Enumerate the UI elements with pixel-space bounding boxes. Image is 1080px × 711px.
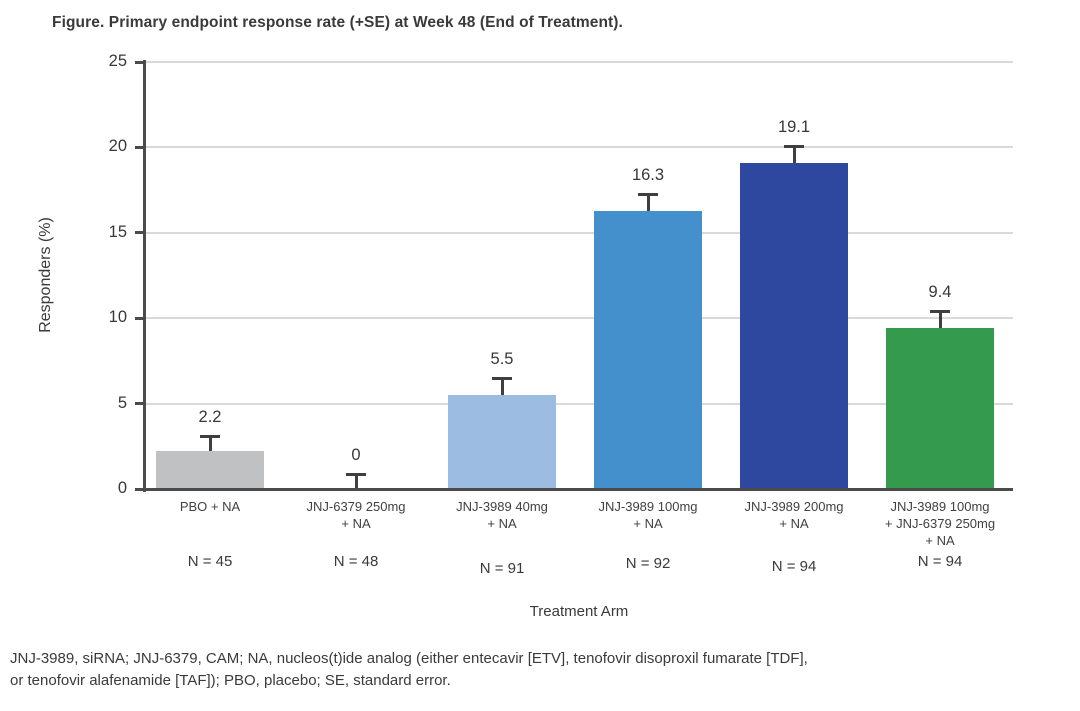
bar bbox=[156, 451, 264, 488]
error-bar-cap bbox=[346, 473, 366, 477]
n-count-label: N = 91 bbox=[479, 560, 525, 577]
figure-title: Figure. Primary endpoint response rate (… bbox=[52, 14, 623, 31]
error-bar-stem bbox=[208, 436, 212, 452]
y-tick-label: 20 bbox=[108, 137, 127, 156]
x-tick-label: JNJ-3989 40mg + NA bbox=[422, 498, 582, 532]
error-bar-cap bbox=[200, 435, 220, 439]
x-tick-label-line: PBO + NA bbox=[179, 499, 241, 514]
bar-value-label: 5.5 bbox=[490, 349, 514, 368]
y-axis-tick bbox=[135, 60, 145, 64]
y-axis-tick bbox=[135, 487, 145, 491]
y-axis-tick bbox=[135, 402, 145, 406]
bar bbox=[740, 162, 848, 488]
n-count-label: N = 94 bbox=[917, 553, 963, 570]
x-tick-label-line: + NA bbox=[633, 516, 663, 531]
x-tick-label-line: JNJ-3989 100mg bbox=[598, 499, 698, 514]
gridline bbox=[145, 231, 1013, 234]
error-bar-cap bbox=[784, 144, 804, 148]
x-tick-label-line: + JNJ-6379 250mg bbox=[884, 516, 996, 531]
bar bbox=[886, 328, 994, 488]
bar-value-label: 0 bbox=[351, 446, 361, 465]
x-tick-label-line: JNJ-3989 40mg bbox=[456, 499, 548, 514]
footnote-line-1: JNJ-3989, siRNA; JNJ-6379, CAM; NA, nucl… bbox=[10, 650, 808, 667]
footnote-line-2: or tenofovir alafenamide [TAF]); PBO, pl… bbox=[10, 672, 451, 689]
n-count-label: N = 45 bbox=[187, 553, 233, 570]
y-axis-label: Responders (%) bbox=[37, 217, 54, 333]
gridline bbox=[145, 61, 1013, 63]
y-tick-label: 5 bbox=[117, 393, 127, 412]
x-tick-label-line: + NA bbox=[341, 516, 371, 531]
x-axis-label: Treatment Arm bbox=[529, 603, 629, 620]
error-bar-cap bbox=[492, 376, 512, 380]
gridline bbox=[145, 146, 1013, 149]
x-tick-label: JNJ-3989 100mg + NA bbox=[568, 498, 728, 532]
gridline bbox=[145, 317, 1013, 320]
x-tick-label-line: JNJ-3989 200mg bbox=[744, 499, 844, 514]
error-bar-stem bbox=[938, 311, 942, 329]
bar-value-label: 19.1 bbox=[777, 117, 811, 136]
bar-value-label: 16.3 bbox=[631, 165, 665, 184]
x-tick-label: JNJ-3989 100mg + JNJ-6379 250mg + NA bbox=[860, 498, 1020, 549]
x-tick-label-line: JNJ-6379 250mg bbox=[306, 499, 406, 514]
n-count-label: N = 92 bbox=[625, 555, 671, 572]
bar bbox=[594, 210, 702, 488]
y-axis-line bbox=[143, 60, 146, 492]
x-tick-label-line: + NA bbox=[779, 516, 809, 531]
y-tick-label: 10 bbox=[108, 308, 127, 327]
n-count-label: N = 48 bbox=[333, 553, 379, 570]
y-axis-tick bbox=[135, 145, 145, 149]
n-count-label: N = 94 bbox=[771, 558, 817, 575]
error-bar-stem bbox=[646, 193, 650, 211]
gridline bbox=[145, 402, 1013, 405]
x-tick-label-line: JNJ-3989 100mg bbox=[890, 499, 990, 514]
x-axis-line bbox=[143, 487, 1013, 491]
y-tick-label: 15 bbox=[108, 222, 127, 241]
x-tick-label: JNJ-6379 250mg + NA bbox=[276, 498, 436, 532]
y-tick-label: 25 bbox=[108, 52, 127, 70]
figure-footnote: JNJ-3989, siRNA; JNJ-6379, CAM; NA, nucl… bbox=[10, 648, 1072, 692]
x-tick-label: PBO + NA bbox=[130, 498, 290, 515]
error-bar-stem bbox=[792, 145, 796, 163]
x-tick-label-line: + NA bbox=[925, 533, 955, 548]
error-bar-stem bbox=[500, 377, 504, 396]
y-axis-tick bbox=[135, 231, 145, 235]
y-axis-tick bbox=[135, 316, 145, 320]
x-tick-label-line: + NA bbox=[487, 516, 517, 531]
error-bar-cap bbox=[930, 310, 950, 314]
bar bbox=[448, 395, 556, 488]
y-tick-label: 0 bbox=[117, 479, 127, 497]
bar-value-label: 2.2 bbox=[198, 408, 222, 427]
error-bar-cap bbox=[638, 192, 658, 196]
bar-value-label: 9.4 bbox=[928, 283, 952, 302]
error-bar-stem bbox=[354, 474, 358, 488]
x-tick-label: JNJ-3989 200mg + NA bbox=[714, 498, 874, 532]
